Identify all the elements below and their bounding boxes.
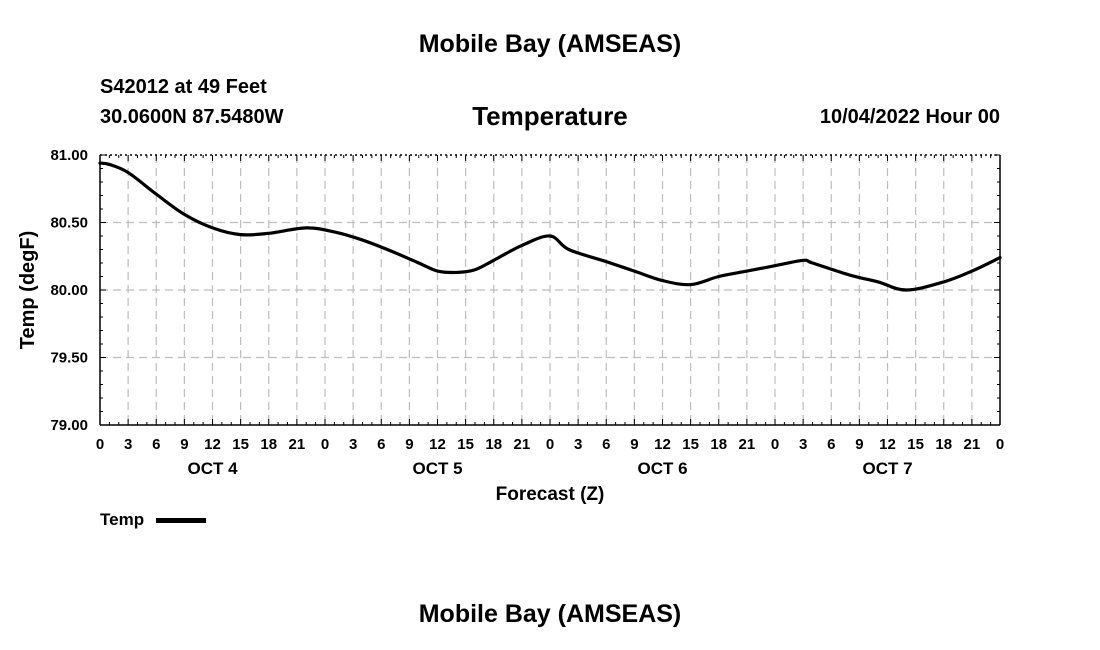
x-tick-label: 3 <box>349 436 357 453</box>
x-tick-label: 21 <box>514 436 531 453</box>
temp-series-line <box>98 161 1002 292</box>
x-tick-label: 12 <box>204 436 221 453</box>
x-tick-label: 12 <box>429 436 446 453</box>
x-axis-label: Forecast (Z) <box>496 484 605 505</box>
y-tick-label: 80.00 <box>50 282 88 299</box>
legend-swatch <box>156 517 207 523</box>
x-tick-label: 12 <box>654 436 671 453</box>
x-tick-label: 18 <box>260 436 277 453</box>
x-tick-label: 9 <box>855 436 863 453</box>
x-tick-label: 3 <box>574 436 582 453</box>
x-tick-label: 12 <box>879 436 896 453</box>
x-tick-label: 9 <box>405 436 413 453</box>
x-tick-label: 6 <box>827 436 835 453</box>
x-tick-label: 6 <box>152 436 160 453</box>
x-tick-label: 18 <box>710 436 727 453</box>
day-label: OCT 7 <box>862 459 912 478</box>
day-label: OCT 4 <box>187 459 238 478</box>
x-tick-label: 21 <box>964 436 981 453</box>
x-tick-label: 15 <box>682 436 699 453</box>
y-tick-label: 80.50 <box>50 215 88 232</box>
ticks: 0 3 6 9 12 15 18 21 0 3 6 9 12 15 18 21 0 3 6 9 12 15 18 21 0 3 6 9… <box>50 147 1004 478</box>
x-tick-label: 21 <box>739 436 756 453</box>
x-tick-label: 0 <box>546 436 554 453</box>
page-title: Mobile Bay (AMSEAS) <box>418 30 682 58</box>
x-tick-label: 15 <box>457 436 474 453</box>
x-tick-label: 9 <box>180 436 188 453</box>
day-label: OCT 5 <box>412 459 462 478</box>
x-tick-label: 6 <box>602 436 610 453</box>
x-tick-label: 9 <box>630 436 638 453</box>
x-tick-label: 15 <box>232 436 249 453</box>
y-tick-label: 79.00 <box>50 417 88 434</box>
x-tick-label: 15 <box>907 436 924 453</box>
x-tick-label: 3 <box>799 436 807 453</box>
coordinates-label: 30.0600N 87.5480W <box>100 106 284 128</box>
series-group <box>98 161 1002 292</box>
x-tick-label: 6 <box>377 436 385 453</box>
x-tick-label: 0 <box>996 436 1004 453</box>
day-label: OCT 6 <box>637 459 687 478</box>
legend: Temp <box>100 510 207 530</box>
footer-title: Mobile Bay (AMSEAS) <box>418 600 682 628</box>
x-tick-label: 3 <box>124 436 132 453</box>
x-tick-label: 18 <box>935 436 952 453</box>
x-tick-label: 0 <box>771 436 779 453</box>
y-axis-label: Temp (degF) <box>17 231 39 350</box>
x-tick-label: 21 <box>289 436 306 453</box>
y-tick-label: 81.00 <box>50 147 88 164</box>
forecast-datetime: 10/04/2022 Hour 00 <box>819 106 1000 128</box>
x-tick-label: 18 <box>485 436 502 453</box>
legend-label: Temp <box>100 510 145 529</box>
x-tick-label: 0 <box>321 436 329 453</box>
chart-title: Temperature <box>472 101 628 131</box>
station-label: S42012 at 49 Feet <box>100 76 267 98</box>
y-tick-label: 79.50 <box>50 350 88 367</box>
grid <box>100 155 1000 425</box>
x-tick-label: 0 <box>96 436 104 453</box>
